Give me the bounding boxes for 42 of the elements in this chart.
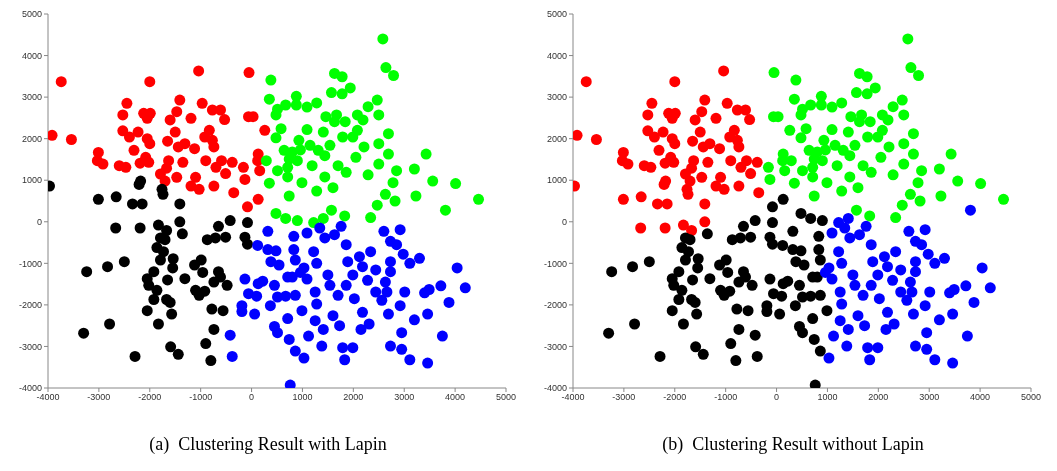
y-tick-label: -2000 bbox=[18, 300, 42, 311]
x-tick-label: -1000 bbox=[714, 392, 738, 403]
text: (b) Clustering Result without Lapin bbox=[661, 434, 925, 455]
x-tick-label: 1000 bbox=[817, 392, 838, 403]
y-tick-label: -1000 bbox=[18, 258, 42, 269]
y-tick-label: 0 bbox=[561, 216, 567, 227]
y-tick-label: 2000 bbox=[21, 133, 42, 144]
y-tick-label: 3000 bbox=[21, 92, 42, 103]
x-tick-label: -3000 bbox=[87, 392, 111, 403]
x-tick-label: 1000 bbox=[292, 392, 313, 403]
x-tick-label: -1000 bbox=[189, 392, 213, 403]
x-tick-label: -2000 bbox=[138, 392, 162, 403]
x-tick-label: 0 bbox=[249, 392, 255, 403]
x-tick-label: 0 bbox=[774, 392, 780, 403]
x-tick-label: 2000 bbox=[343, 392, 364, 403]
y-tick-label: -4000 bbox=[543, 383, 567, 394]
y-tick-label: 5000 bbox=[546, 9, 567, 20]
y-tick-label: -2000 bbox=[543, 300, 567, 311]
x-tick-label: -4000 bbox=[36, 392, 60, 403]
y-tick-label: -3000 bbox=[543, 341, 567, 352]
y-tick-label: 0 bbox=[36, 216, 42, 227]
y-tick-label: 5000 bbox=[21, 9, 42, 20]
x-tick-label: -3000 bbox=[612, 392, 636, 403]
x-tick-label: 5000 bbox=[495, 392, 517, 403]
x-tick-label: -4000 bbox=[561, 392, 585, 403]
y-tick-label: -3000 bbox=[18, 341, 42, 352]
x-tick-label: 4000 bbox=[445, 392, 466, 403]
y-tick-label: -4000 bbox=[18, 383, 42, 394]
x-tick-label: 3000 bbox=[394, 392, 415, 403]
y-tick-label: 1000 bbox=[546, 175, 567, 186]
x-tick-label: 2000 bbox=[868, 392, 889, 403]
y-tick-label: -1000 bbox=[543, 258, 567, 269]
y-tick-label: 4000 bbox=[21, 50, 42, 61]
y-tick-label: 2000 bbox=[546, 133, 567, 144]
text: (a) Clustering Result with Lapin bbox=[148, 434, 388, 455]
x-tick-label: -2000 bbox=[663, 392, 687, 403]
x-tick-label: 3000 bbox=[919, 392, 940, 403]
y-tick-label: 1000 bbox=[21, 175, 42, 186]
y-tick-label: 3000 bbox=[546, 92, 567, 103]
y-tick-label: 4000 bbox=[546, 50, 567, 61]
x-tick-label: 4000 bbox=[970, 392, 991, 403]
x-tick-label: 5000 bbox=[1020, 392, 1042, 403]
